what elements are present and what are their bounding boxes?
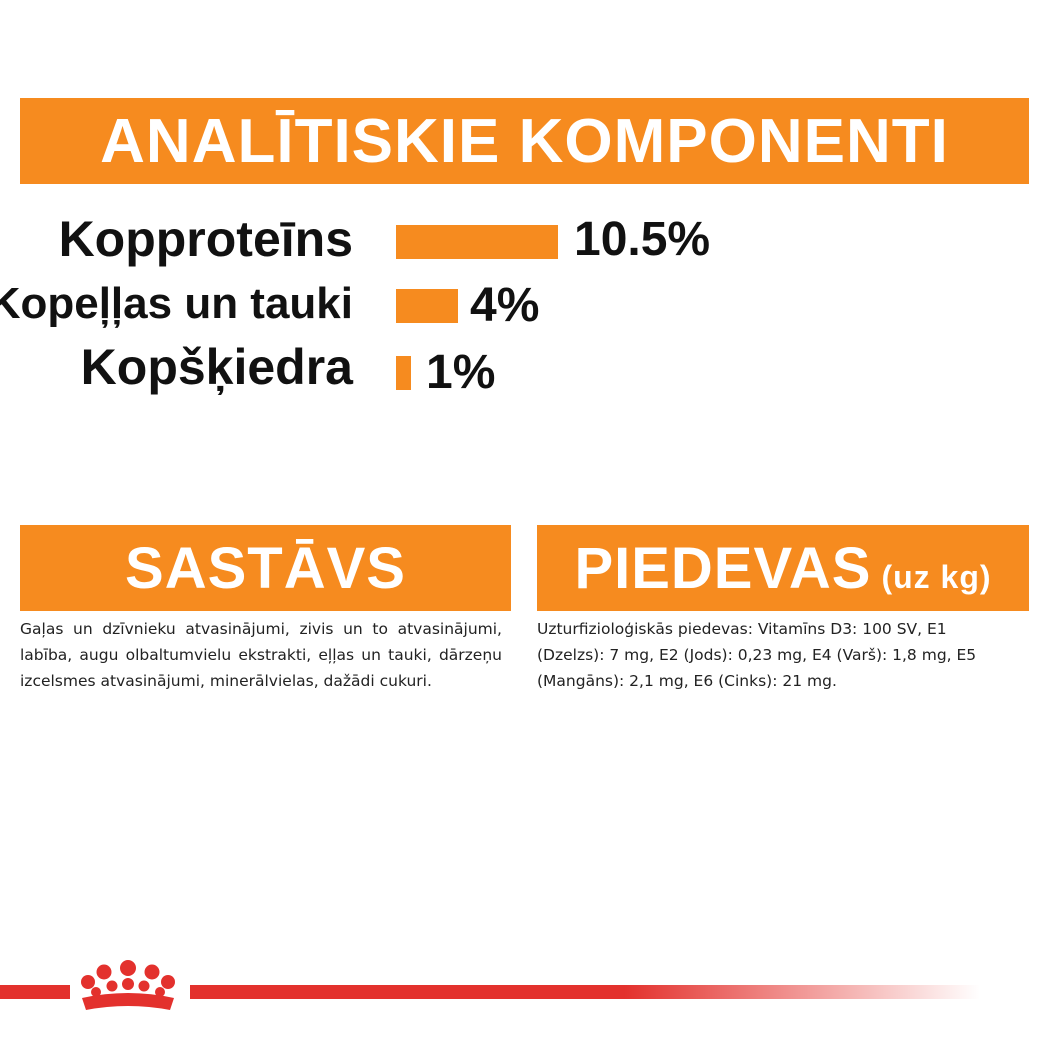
additives-title: PIEDEVAS xyxy=(574,535,872,601)
composition-title: SASTĀVS xyxy=(125,535,406,601)
component-bar-protein xyxy=(396,225,558,259)
component-label-protein: Kopproteīns xyxy=(58,211,353,267)
component-value-fibre: 1% xyxy=(426,346,496,399)
composition-banner: SASTĀVS xyxy=(20,525,511,611)
additives-subtitle: (uz kg) xyxy=(881,558,992,595)
component-value-protein: 10.5% xyxy=(574,213,711,266)
component-bar-fibre xyxy=(396,356,411,390)
analytical-components-title: ANALĪTISKIE KOMPONENTI xyxy=(100,106,949,176)
analytical-components-banner: ANALĪTISKIE KOMPONENTI xyxy=(20,98,1029,184)
additives-banner: PIEDEVAS (uz kg) xyxy=(537,525,1029,611)
additives-text: Uzturfizioloģiskās piedevas: Vitamīns D3… xyxy=(537,620,977,690)
component-label-fat: Kopeļļas un tauki xyxy=(0,279,353,328)
footer-line-right xyxy=(190,985,980,999)
component-value-fat: 4% xyxy=(470,279,540,332)
crown-icon xyxy=(81,960,175,1010)
composition-text: Gaļas un dzīvnieku atvasinājumi, zivis u… xyxy=(20,620,502,690)
component-bar-fat xyxy=(396,289,458,323)
component-label-fibre: Kopšķiedra xyxy=(80,339,353,395)
footer-line-left xyxy=(0,985,70,999)
